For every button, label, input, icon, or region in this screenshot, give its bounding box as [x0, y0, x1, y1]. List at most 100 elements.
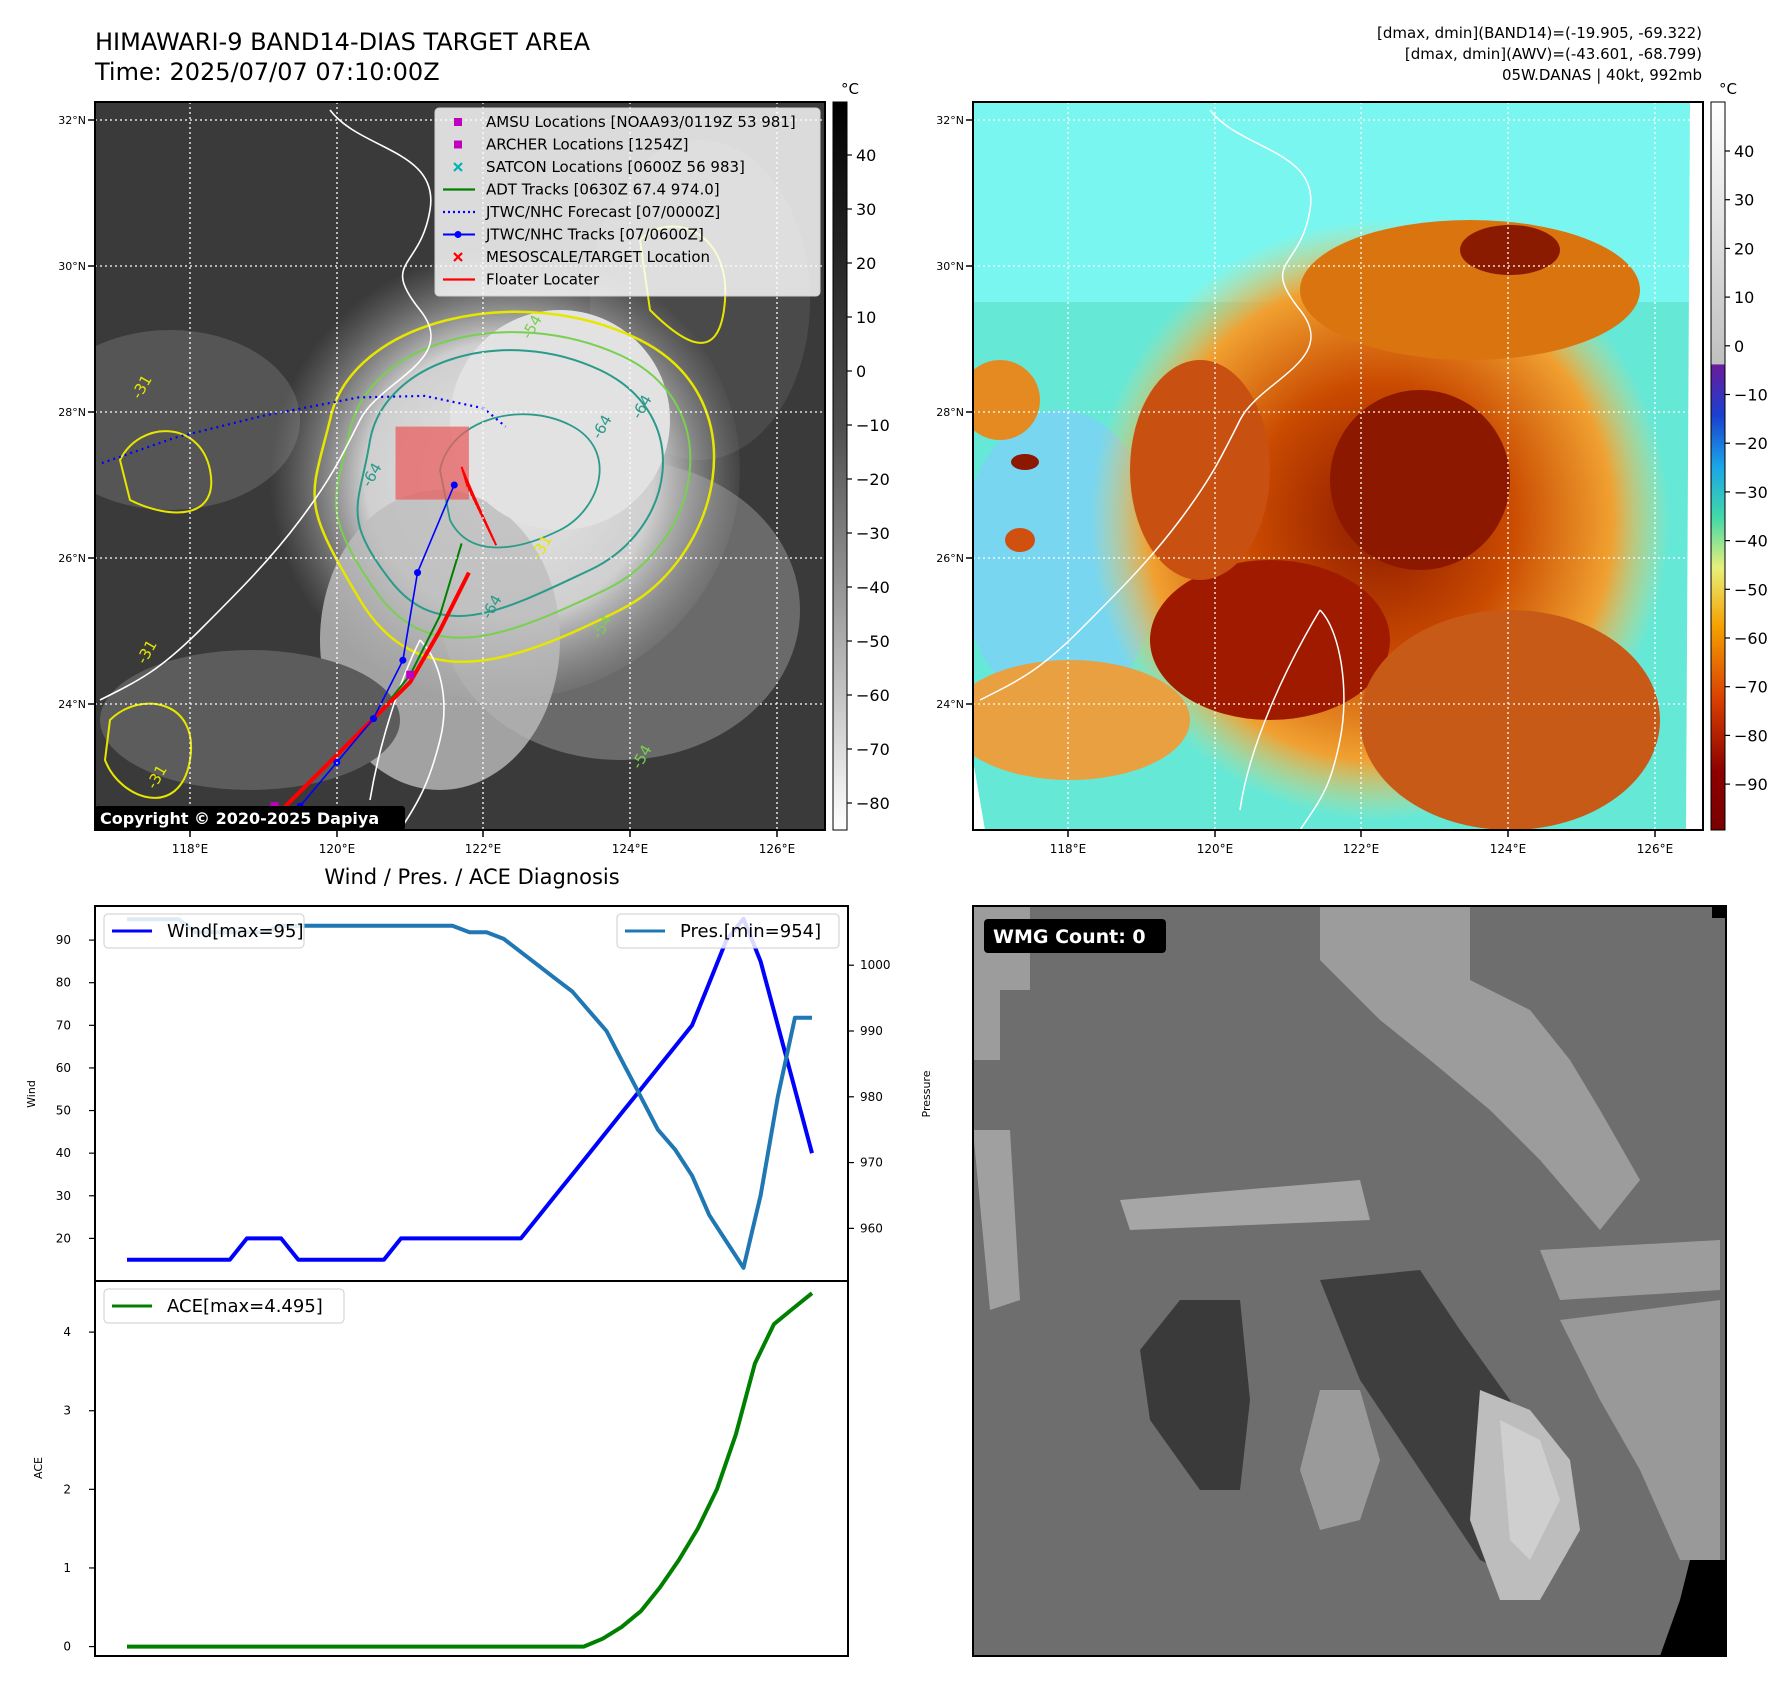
- pressure-legend-label: Pres.[min=954]: [680, 921, 821, 942]
- ace-series-line: [127, 1291, 814, 1649]
- lon-tick-label: 124°E: [612, 842, 649, 856]
- legend-label: SATCON Locations [0600Z 56 983]: [486, 158, 745, 176]
- awv-imagery: [973, 102, 1703, 830]
- track-floater: [269, 571, 471, 823]
- wind-tick-label: 40: [56, 1146, 71, 1160]
- track-adt: [380, 543, 463, 712]
- ir-axis-ticks: 118°E 120°E 122°E 124°E 126°E 32°N 30°N 28°N 26°…: [58, 114, 795, 856]
- lon-tick-label: 120°E: [319, 842, 356, 856]
- lat-tick-label: 28°N: [936, 406, 964, 419]
- legend-item: JTWC/NHC Tracks [07/0600Z]: [443, 226, 704, 244]
- colorbar-tick-label: −30: [1734, 483, 1768, 502]
- colorbar-tick-label: 10: [1734, 288, 1754, 307]
- colorbar-tick-label: −60: [1734, 629, 1768, 648]
- ir-map-panel: -64-64-64-64-54-54-54-31-31-31-31 118°E 1…: [58, 101, 826, 856]
- pressure-axis-label: Pressure: [920, 1070, 933, 1117]
- lat-tick-label: 24°N: [58, 698, 86, 711]
- awv-colorbar: °C 40 30 20 10 0 −10 −20 −30 −40 −50 −60 −70 −80 −90: [1710, 80, 1768, 831]
- wind-tick-label: 70: [56, 1018, 71, 1032]
- lat-tick-label: 26°N: [936, 552, 964, 565]
- wmg-count-label: WMG Count: 0: [993, 926, 1146, 948]
- colorbar-tick-label: −10: [856, 416, 890, 435]
- ace-tick-label: 2: [63, 1482, 71, 1496]
- wmg-panel: WMG Count: 0: [972, 905, 1727, 1657]
- wind-tick-label: 80: [56, 976, 71, 990]
- wmg-frame: [972, 905, 1727, 1657]
- ace-tick-label: 4: [63, 1325, 71, 1339]
- colorbar-tick-label: 30: [856, 200, 876, 219]
- colorbar-tick-label: −80: [1734, 726, 1768, 745]
- lon-tick-label: 122°E: [1343, 842, 1380, 856]
- lat-tick-label: 28°N: [58, 406, 86, 419]
- colorbar-tick-label: −50: [1734, 580, 1768, 599]
- legend-label: JTWC/NHC Forecast [07/0000Z]: [485, 203, 720, 221]
- wind-tick-label: 20: [56, 1231, 71, 1245]
- lat-tick-label: 30°N: [936, 260, 964, 273]
- legend-item: AMSU Locations [NOAA93/0119Z 53 981]: [454, 113, 796, 131]
- legend-item: MESOSCALE/TARGET Location: [453, 248, 710, 266]
- legend-item: ARCHER Locations [1254Z]: [454, 136, 689, 154]
- colorbar-tick-label: −50: [856, 632, 890, 651]
- legend-item: ADT Tracks [0630Z 67.4 974.0]: [443, 181, 720, 199]
- lon-tick-label: 126°E: [759, 842, 796, 856]
- ace-tick-label: 3: [63, 1404, 71, 1418]
- colorbar-tick-label: 20: [856, 254, 876, 273]
- floater-locater-rays: [460, 466, 498, 546]
- ace-axis-label: ACE: [32, 1457, 45, 1479]
- lat-tick-label: 24°N: [936, 698, 964, 711]
- colorbar-tick-label: −90: [1734, 775, 1768, 794]
- ace-tick-label: 0: [63, 1640, 71, 1654]
- wind-tick-label: 60: [56, 1061, 71, 1075]
- legend-item: SATCON Locations [0600Z 56 983]: [453, 158, 745, 176]
- pressure-tick-label: 1000: [860, 958, 891, 972]
- colorbar-tick-label: −10: [1734, 386, 1768, 405]
- lon-tick-label: 126°E: [1637, 842, 1674, 856]
- ace-legend: ACE[max=4.495]: [103, 1288, 345, 1324]
- jtwc-track-point: [399, 656, 407, 664]
- floater-ray: [471, 492, 498, 546]
- stats-band14: [dmax, dmin](BAND14)=(-19.905, -69.322): [1377, 24, 1702, 42]
- lon-tick-label: 122°E: [465, 842, 502, 856]
- colorbar-tick-label: −70: [856, 740, 890, 759]
- lon-tick-label: 118°E: [172, 842, 209, 856]
- colorbar-tick-label: 0: [1734, 337, 1744, 356]
- ir-colorbar: °C 40 30 20 10 0 −10 −20 −30 −40 −50 −60 −70 −80: [832, 80, 890, 831]
- copyright-text: Copyright © 2020-2025 Dapiya: [100, 809, 379, 828]
- ir-map-frame: [94, 101, 826, 831]
- awv-map-frame: [972, 101, 1704, 831]
- legend-item: JTWC/NHC Forecast [07/0000Z]: [443, 203, 720, 221]
- legend-label: ADT Tracks [0630Z 67.4 974.0]: [486, 181, 720, 199]
- stats-awv: [dmax, dmin](AWV)=(-43.601, -68.799): [1405, 45, 1702, 63]
- legend-item: Floater Locater: [443, 271, 600, 289]
- colorbar-tick-label: 20: [1734, 239, 1754, 258]
- lat-tick-label: 32°N: [936, 114, 964, 127]
- jtwc-track-point: [414, 569, 422, 577]
- colorbar-tick-label: 0: [856, 362, 866, 381]
- pressure-tick-label: 980: [860, 1090, 883, 1104]
- colorbar-tick-label: −80: [856, 794, 890, 813]
- lat-tick-label: 32°N: [58, 114, 86, 127]
- wind-legend: Wind[max=95]: [103, 913, 305, 949]
- awv-map-panel: 118°E 120°E 122°E 124°E 126°E 32°N 30°N 28°N 26°…: [936, 101, 1704, 856]
- wind-tick-label: 50: [56, 1104, 71, 1118]
- awv-colorbar-unit: °C: [1719, 80, 1737, 98]
- target-box: [395, 426, 469, 500]
- ace-legend-label: ACE[max=4.495]: [167, 1296, 323, 1317]
- wind-legend-label: Wind[max=95]: [167, 921, 304, 942]
- legend-label: AMSU Locations [NOAA93/0119Z 53 981]: [486, 113, 796, 131]
- wind-series-line: [127, 916, 814, 1262]
- wind-axis-label: Wind: [25, 1080, 38, 1108]
- copyright-box: [95, 806, 405, 830]
- colorbar-tick-label: −40: [1734, 532, 1768, 551]
- colorbar-tick-label: −20: [856, 470, 890, 489]
- wmg-count-box: [984, 919, 1166, 953]
- pressure-legend: Pres.[min=954]: [616, 913, 840, 949]
- jtwc-track-point: [370, 715, 377, 723]
- colorbar-tick-label: 10: [856, 308, 876, 327]
- colorbar-tick-label: −20: [1734, 434, 1768, 453]
- colorbar-tick-label: −30: [856, 524, 890, 543]
- wind-tick-label: 30: [56, 1189, 71, 1203]
- colorbar-tick-label: −40: [856, 578, 890, 597]
- diagnosis-title: Wind / Pres. / ACE Diagnosis: [324, 865, 619, 889]
